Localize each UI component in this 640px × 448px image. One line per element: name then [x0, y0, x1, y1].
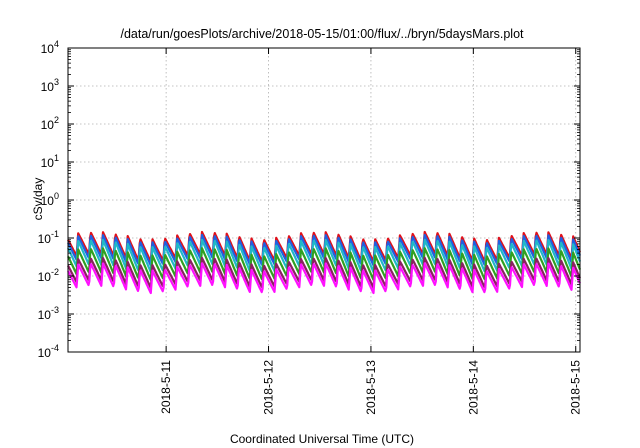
x-tick-label: 2018-5-15	[569, 360, 583, 415]
series-layer	[67, 230, 582, 295]
y-tick-base: 10	[41, 118, 55, 132]
y-tick-label: 10-4	[38, 343, 59, 360]
y-tick-exponent: -3	[51, 305, 59, 315]
y-tick-base: 10	[41, 194, 55, 208]
y-tick-exponent: 1	[54, 153, 59, 163]
y-tick-label: 103	[41, 77, 59, 94]
y-tick-exponent: -4	[51, 343, 59, 353]
y-axis-label: cSv/day	[31, 178, 45, 221]
y-tick-exponent: 0	[54, 191, 59, 201]
y-tick-label: 104	[41, 39, 59, 56]
grid	[68, 48, 580, 352]
chart-title: /data/run/goesPlots/archive/2018-05-15/0…	[120, 27, 524, 41]
x-tick-label: 2018-5-14	[466, 360, 480, 415]
y-tick-exponent: -2	[51, 267, 59, 277]
y-tick-label: 10-1	[38, 229, 59, 246]
y-tick-base: 10	[41, 80, 55, 94]
y-tick-base: 10	[41, 42, 55, 56]
y-tick-label: 102	[41, 115, 59, 132]
ticks	[68, 47, 580, 353]
y-tick-label: 101	[41, 153, 59, 170]
x-tick-label: 2018-5-12	[262, 360, 276, 415]
y-tick-base: 10	[38, 346, 52, 360]
y-tick-exponent: 4	[54, 39, 59, 49]
x-tick-label: 2018-5-13	[364, 360, 378, 415]
x-tick-labels: 2018-5-11 2018-5-12 2018-5-13 2018-5-14 2018…	[159, 360, 583, 415]
y-tick-base: 10	[38, 232, 52, 246]
y-tick-exponent: 2	[54, 115, 59, 125]
y-tick-base: 10	[38, 270, 52, 284]
y-tick-label: 100	[41, 191, 59, 208]
y-tick-exponent: 3	[54, 77, 59, 87]
x-axis-label: Coordinated Universal Time (UTC)	[230, 432, 414, 446]
y-tick-label: 10-2	[38, 267, 59, 284]
y-tick-label: 10-3	[38, 305, 59, 322]
y-tick-base: 10	[38, 308, 52, 322]
y-tick-base: 10	[41, 156, 55, 170]
series-line-5	[67, 262, 581, 295]
x-tick-label: 2018-5-11	[159, 360, 173, 414]
y-tick-exponent: -1	[51, 229, 59, 239]
